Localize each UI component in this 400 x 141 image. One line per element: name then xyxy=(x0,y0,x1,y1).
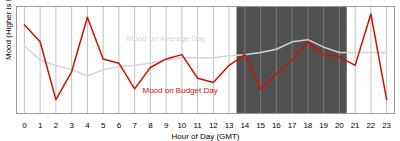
svg-text:4: 4 xyxy=(85,121,90,130)
svg-text:Hour of Day (GMT): Hour of Day (GMT) xyxy=(171,132,239,141)
svg-text:15: 15 xyxy=(256,121,265,130)
svg-text:8: 8 xyxy=(148,121,153,130)
svg-text:11: 11 xyxy=(193,121,202,130)
svg-text:13: 13 xyxy=(225,121,234,130)
svg-text:23: 23 xyxy=(382,121,391,130)
svg-text:19: 19 xyxy=(319,121,328,130)
svg-text:6: 6 xyxy=(117,121,122,130)
svg-text:22: 22 xyxy=(366,121,375,130)
svg-text:7: 7 xyxy=(132,121,137,130)
svg-text:21: 21 xyxy=(351,121,360,130)
svg-text:Mood (Higher is Happier): Mood (Higher is Happier) xyxy=(4,0,13,60)
svg-text:9: 9 xyxy=(164,121,169,130)
svg-text:Mood on Average Day: Mood on Average Day xyxy=(127,34,206,43)
svg-text:16: 16 xyxy=(272,121,281,130)
svg-text:10: 10 xyxy=(177,121,186,130)
svg-text:5: 5 xyxy=(101,121,106,130)
svg-text:20: 20 xyxy=(335,121,344,130)
svg-text:17: 17 xyxy=(288,121,297,130)
svg-text:18: 18 xyxy=(303,121,312,130)
svg-text:0: 0 xyxy=(22,121,27,130)
svg-text:1: 1 xyxy=(38,121,43,130)
svg-text:14: 14 xyxy=(240,121,249,130)
svg-text:2: 2 xyxy=(54,121,59,130)
svg-text:12: 12 xyxy=(209,121,218,130)
svg-text:3: 3 xyxy=(69,121,74,130)
svg-text:Mood on Budget Day: Mood on Budget Day xyxy=(143,86,218,95)
